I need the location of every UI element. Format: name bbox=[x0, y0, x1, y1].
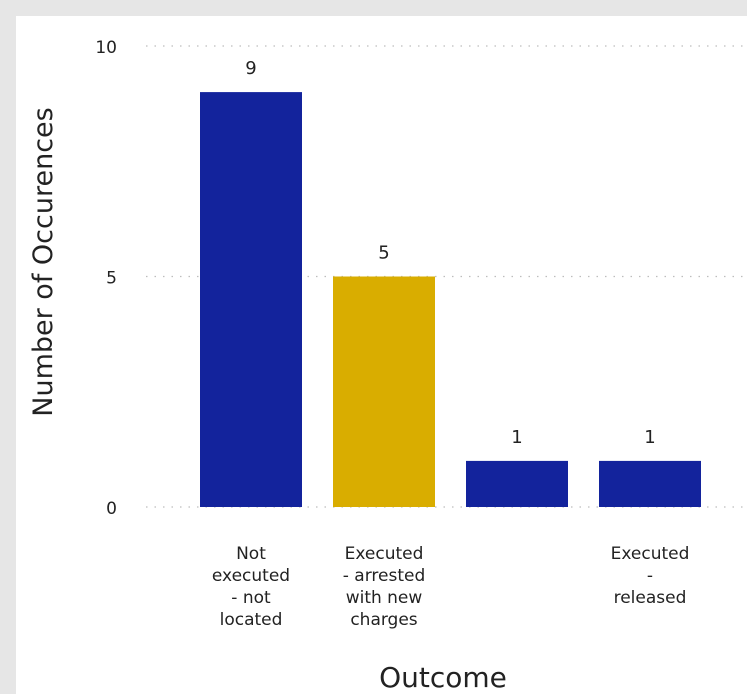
x-tick-label: Executed - arrested with new charges bbox=[343, 544, 426, 630]
data-labels: 9 5 1 1 bbox=[245, 58, 655, 448]
bar bbox=[200, 92, 302, 507]
data-label: 9 bbox=[245, 58, 256, 79]
y-tick-label: 10 bbox=[95, 38, 117, 58]
x-axis-title: Outcome bbox=[379, 661, 507, 694]
x-axis-ticks: Not executed - not located Executed - arreste… bbox=[212, 544, 689, 630]
bar bbox=[333, 276, 435, 507]
x-tick-label: Executed -released bbox=[611, 544, 690, 608]
bars bbox=[200, 92, 701, 507]
bar bbox=[466, 460, 568, 507]
y-axis-title: Number of Occurences bbox=[28, 107, 59, 416]
bar-chart: 0 5 10 9 5 1 1 Not executed - not located Execute… bbox=[28, 38, 747, 694]
y-tick-label: 5 bbox=[106, 269, 117, 289]
chart-panel: 0 5 10 9 5 1 1 Not executed - not located Execute… bbox=[16, 16, 747, 694]
x-tick-label: Not executed - not located bbox=[212, 544, 290, 630]
y-axis-ticks: 0 5 10 bbox=[95, 38, 117, 519]
data-label: 5 bbox=[378, 243, 389, 264]
y-tick-label: 0 bbox=[106, 499, 117, 519]
data-label: 1 bbox=[644, 427, 655, 448]
data-label: 1 bbox=[511, 427, 522, 448]
bar bbox=[599, 460, 701, 507]
